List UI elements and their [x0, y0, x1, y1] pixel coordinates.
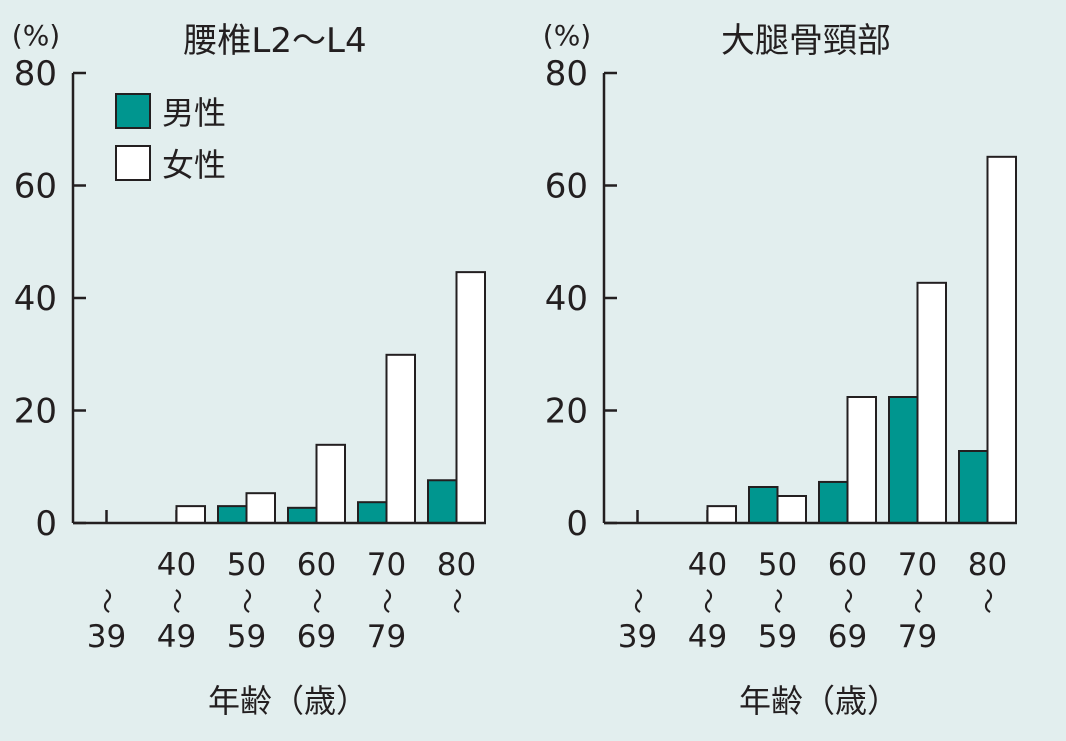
- y-tick-label: 20: [545, 392, 588, 432]
- x-tick-label: 59: [227, 619, 266, 655]
- bar-male: [888, 396, 919, 524]
- bar-female: [245, 492, 276, 524]
- x-tick-label-tilde: 〜: [622, 588, 652, 614]
- bar-female: [455, 271, 486, 524]
- x-tick-label: 69: [297, 619, 336, 655]
- x-tick-label-tilde: 〜: [972, 588, 1002, 614]
- x-tick-label: 49: [688, 619, 727, 655]
- y-tick-label: 40: [14, 279, 57, 319]
- x-tick-label-tilde: 〜: [762, 588, 792, 614]
- x-tick-label: 80: [437, 547, 476, 583]
- y-axis-unit: (%): [12, 19, 60, 52]
- bar-female: [986, 155, 1017, 524]
- bar-male: [287, 506, 318, 524]
- x-tick-label-tilde: 〜: [832, 588, 862, 614]
- bar-female: [385, 353, 416, 524]
- bar-male: [217, 505, 248, 524]
- y-tick-label: 80: [14, 54, 57, 94]
- y-tick-label: 60: [545, 167, 588, 207]
- y-axis-unit: (%): [543, 19, 591, 52]
- legend-label: 女性: [162, 146, 226, 184]
- bar-female: [916, 281, 947, 524]
- x-tick-label: 70: [898, 547, 937, 583]
- x-tick-label: 50: [227, 547, 266, 583]
- bar-female: [776, 495, 807, 524]
- legend-label: 男性: [162, 94, 226, 132]
- bar-male: [748, 486, 779, 524]
- chart-2: 大腿骨頸部 (%) 0 20 40 60 80 〜 39 40 〜 49 50 〜 59 60 〜 69 70 〜 79…: [543, 19, 1017, 720]
- x-tick-label: 40: [157, 547, 196, 583]
- x-axis-label: 年齢（歳）: [208, 682, 368, 720]
- x-tick-label: 49: [157, 619, 196, 655]
- y-tick-label: 0: [35, 504, 57, 544]
- bar-female: [706, 505, 737, 524]
- legend-swatch-female: [115, 145, 151, 181]
- x-tick-label: 70: [367, 547, 406, 583]
- x-tick-label: 79: [898, 619, 937, 655]
- x-tick-label: 39: [87, 619, 126, 655]
- x-axis-label: 年齢（歳）: [739, 682, 899, 720]
- x-tick-label: 39: [618, 619, 657, 655]
- bar-male: [427, 479, 458, 524]
- x-tick-label-tilde: 〜: [161, 588, 191, 614]
- x-tick-label-tilde: 〜: [441, 588, 471, 614]
- bar-male: [818, 480, 849, 524]
- chart-1: 腰椎L2〜L4 (%) 0 20 40 60 80 〜 39 40 〜 49 50 〜 59 60 〜 69 70 〜…: [12, 19, 486, 720]
- bar-female: [846, 396, 877, 524]
- x-tick-label: 50: [758, 547, 797, 583]
- y-tick-label: 20: [14, 392, 57, 432]
- x-tick-label: 59: [758, 619, 797, 655]
- y-tick-label: 80: [545, 54, 588, 94]
- x-tick-label: 80: [968, 547, 1007, 583]
- x-tick-label-tilde: 〜: [301, 588, 331, 614]
- x-tick-label: 40: [688, 547, 727, 583]
- x-tick-label-tilde: 〜: [371, 588, 401, 614]
- x-tick-label-tilde: 〜: [91, 588, 121, 614]
- chart-title: 腰椎L2〜L4: [183, 21, 366, 61]
- x-tick-label-tilde: 〜: [231, 588, 261, 614]
- x-tick-label-tilde: 〜: [902, 588, 932, 614]
- bar-female: [315, 443, 346, 524]
- x-tick-label: 79: [367, 619, 406, 655]
- x-tick-label: 60: [297, 547, 336, 583]
- x-tick-label-tilde: 〜: [692, 588, 722, 614]
- bar-female: [175, 505, 206, 524]
- x-tick-label: 60: [828, 547, 867, 583]
- bar-male: [958, 450, 989, 524]
- chart-title: 大腿骨頸部: [721, 21, 891, 61]
- y-tick-label: 0: [566, 504, 588, 544]
- legend-swatch-male: [115, 93, 151, 129]
- y-tick-label: 60: [14, 167, 57, 207]
- x-tick-label: 69: [828, 619, 867, 655]
- bar-male: [357, 501, 388, 524]
- y-tick-label: 40: [545, 279, 588, 319]
